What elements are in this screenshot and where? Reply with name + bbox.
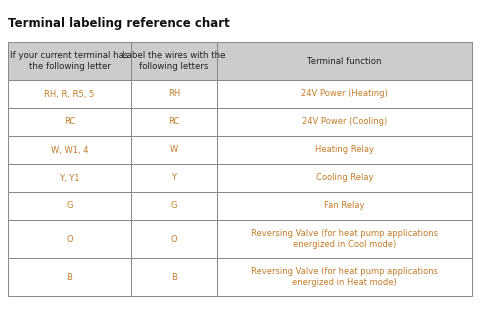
Bar [217, 80, 472, 108]
Bar [131, 136, 217, 164]
Text: Reversing Valve (for heat pump applications
energized in Cool mode): Reversing Valve (for heat pump applicati… [251, 229, 438, 249]
Bar [8, 258, 131, 296]
Bar [217, 164, 472, 192]
Text: RH: RH [168, 89, 180, 99]
Text: Y, Y1: Y, Y1 [59, 174, 80, 183]
Text: Terminal function: Terminal function [307, 57, 382, 66]
Bar [131, 80, 217, 108]
Bar [8, 108, 131, 136]
Text: B: B [171, 273, 177, 281]
Bar [217, 258, 472, 296]
Bar [217, 108, 472, 136]
Bar [8, 80, 131, 108]
Bar [131, 42, 217, 80]
Text: RC: RC [168, 117, 180, 127]
Text: O: O [66, 234, 73, 244]
Text: O: O [170, 234, 177, 244]
Text: W, W1, 4: W, W1, 4 [51, 146, 88, 155]
Text: Reversing Valve (for heat pump applications
energized in Heat mode): Reversing Valve (for heat pump applicati… [251, 267, 438, 287]
Text: RH, R, R5, 5: RH, R, R5, 5 [44, 89, 95, 99]
Bar [131, 220, 217, 258]
Text: G: G [170, 202, 177, 211]
Text: If your current terminal has
the following letter: If your current terminal has the followi… [10, 51, 129, 71]
Text: 24V Power (Cooling): 24V Power (Cooling) [302, 117, 387, 127]
Bar [8, 42, 131, 80]
Bar [131, 164, 217, 192]
Text: Y: Y [171, 174, 176, 183]
Bar [8, 192, 131, 220]
Text: Cooling Relay: Cooling Relay [316, 174, 373, 183]
Bar [217, 136, 472, 164]
Text: W: W [170, 146, 178, 155]
Bar [131, 108, 217, 136]
Text: Label the wires with the
following letters: Label the wires with the following lette… [122, 51, 226, 71]
Text: 24V Power (Heating): 24V Power (Heating) [301, 89, 388, 99]
Bar [8, 136, 131, 164]
Text: B: B [67, 273, 72, 281]
Bar [8, 220, 131, 258]
Bar [217, 192, 472, 220]
Bar [131, 258, 217, 296]
Bar [217, 220, 472, 258]
Bar [131, 192, 217, 220]
Text: RC: RC [64, 117, 75, 127]
Bar [8, 164, 131, 192]
Bar [217, 42, 472, 80]
Text: Heating Relay: Heating Relay [315, 146, 374, 155]
Text: Terminal labeling reference chart: Terminal labeling reference chart [8, 17, 230, 30]
Text: Fan Relay: Fan Relay [324, 202, 365, 211]
Text: G: G [66, 202, 73, 211]
